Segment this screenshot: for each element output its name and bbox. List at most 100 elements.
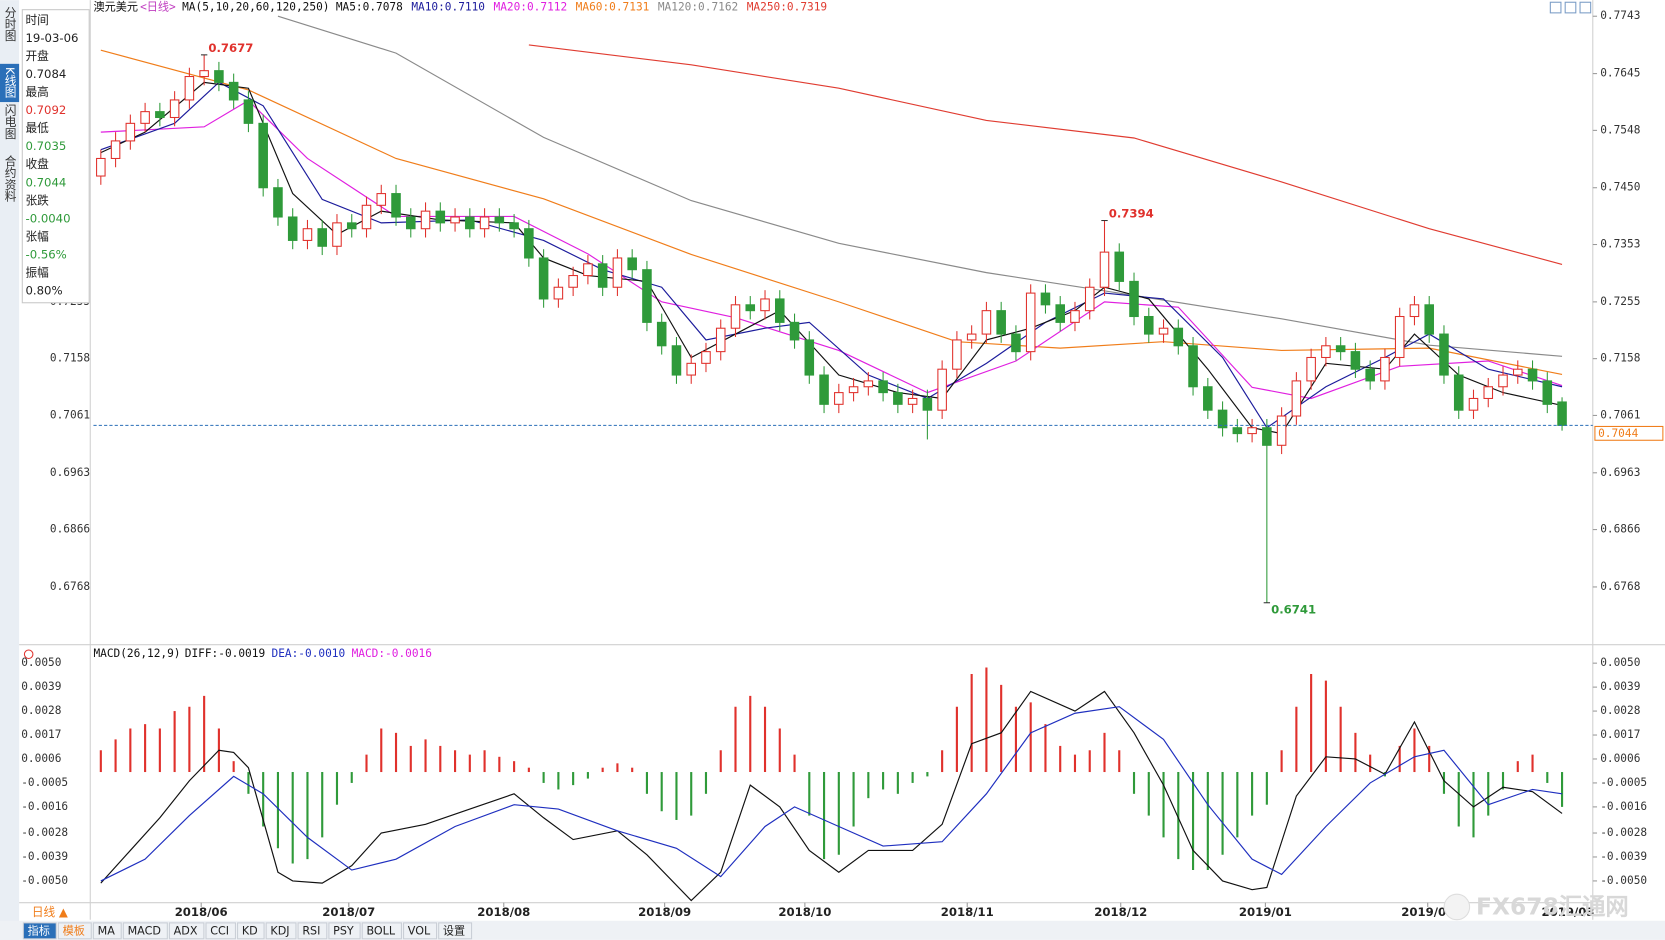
candle-body <box>317 228 328 247</box>
x-tick-label: 2018/12 <box>1094 905 1147 919</box>
candle-body <box>834 392 844 405</box>
candle-body <box>155 111 165 119</box>
tab-bg[interactable] <box>237 922 265 940</box>
y-tick-label: 0.6866 <box>50 523 90 536</box>
overlay: 分时图 K线图 闪电图 合约资料 时间 19-03-06 开盘 0.7084 最… <box>0 1 1629 921</box>
tab-bg[interactable] <box>205 922 236 940</box>
legend-entry: MACD(26,12,9) <box>93 647 180 660</box>
indicator-tab[interactable]: KD <box>242 924 258 937</box>
y-tick-label: 0.7158 <box>1600 352 1640 365</box>
candle-body <box>922 397 933 411</box>
sidebar-tab[interactable]: 闪电图 <box>3 103 17 139</box>
candle-body <box>1203 386 1213 411</box>
indicator-tab[interactable]: KDJ <box>270 924 289 937</box>
indicator-tab[interactable]: MACD <box>128 924 161 937</box>
tab-bg[interactable] <box>22 922 57 940</box>
x-tick-label: 2018/09 <box>638 905 691 919</box>
tab-bg[interactable] <box>122 922 168 940</box>
candle-body <box>583 263 593 277</box>
y-tick-label: 0.0050 <box>21 656 61 669</box>
tab-bg[interactable] <box>297 922 328 940</box>
indicator-tab[interactable]: RSI <box>302 924 320 937</box>
candle-body <box>1498 374 1508 388</box>
y-tick-label: 0.6768 <box>1600 580 1640 593</box>
y-tick-label: 0.0006 <box>21 752 61 765</box>
candle-body <box>1217 409 1228 429</box>
candle-body <box>524 228 534 259</box>
candle-body <box>568 275 578 288</box>
extreme-label: 0.6741 <box>1271 603 1316 617</box>
y-tick-label: 0.7450 <box>1600 181 1640 194</box>
candle-body <box>140 111 150 124</box>
candle-body <box>760 298 770 312</box>
y-tick-label: 0.0050 <box>1600 656 1640 669</box>
candle-body <box>1025 292 1036 353</box>
legend-entry: <日线> <box>140 0 176 14</box>
info-value: 19-03-06 <box>25 31 78 45</box>
legend-entry: MA5:0.7078 <box>336 1 403 14</box>
candle-body <box>406 216 416 230</box>
candle-body <box>258 122 268 189</box>
indicator-tab[interactable]: 指标 <box>28 923 50 937</box>
candle-body <box>1439 333 1449 376</box>
candle-body <box>1070 310 1080 323</box>
tab-bar <box>0 920 1665 940</box>
tab-bg[interactable] <box>361 922 402 940</box>
candle-body <box>1129 280 1139 318</box>
y-tick-label: 0.6768 <box>50 580 90 593</box>
candle-body <box>1483 386 1494 399</box>
y-tick-label: 0.6963 <box>50 466 90 479</box>
info-label: 收盘 <box>25 157 49 171</box>
y-tick-label: -0.0028 <box>1600 826 1647 839</box>
timeframe-button[interactable]: 日线 ▲ <box>32 905 68 919</box>
candle-body <box>479 216 490 230</box>
candle-body <box>996 310 1006 335</box>
sidebar-tab[interactable]: 分时图 <box>3 6 17 42</box>
indicator-tab[interactable]: VOL <box>408 924 431 937</box>
indicator-tab[interactable]: CCI <box>210 924 229 937</box>
candle-body <box>509 222 519 230</box>
window-button[interactable] <box>1564 1 1577 14</box>
y-tick-label: 0.7645 <box>1600 67 1640 80</box>
y-tick-label: 0.7061 <box>50 408 90 421</box>
candle-body <box>199 70 209 78</box>
candle-body <box>848 386 859 394</box>
tab-bg[interactable] <box>403 922 438 940</box>
y-tick-label: -0.0028 <box>21 826 68 839</box>
candle-body <box>1276 415 1287 446</box>
tab-bg[interactable] <box>92 922 122 940</box>
candle-body <box>1468 397 1479 411</box>
candle-body <box>730 304 741 329</box>
y-tick-label: 0.7255 <box>1600 295 1640 308</box>
indicator-tab[interactable]: MA <box>98 924 116 937</box>
sidebar-tab[interactable]: 合约资料 <box>3 154 17 202</box>
tab-bg[interactable] <box>438 922 473 940</box>
info-label: 时间 <box>25 13 48 27</box>
y-tick-label: 0.0039 <box>21 680 61 693</box>
tab-bg[interactable] <box>168 922 205 940</box>
y-tick-label: 0.6963 <box>1600 466 1640 479</box>
x-tick-label: 2018/06 <box>175 905 228 919</box>
tab-bg[interactable] <box>265 922 297 940</box>
indicator-tab[interactable]: BOLL <box>366 924 395 937</box>
candle-body <box>745 304 756 312</box>
info-value: 0.7092 <box>25 103 66 117</box>
candle-body <box>1380 356 1390 382</box>
y-tick-label: 0.0006 <box>1600 752 1640 765</box>
tab-bg[interactable] <box>57 922 92 940</box>
indicator-tab[interactable]: 设置 <box>443 924 465 937</box>
window-button[interactable] <box>1579 1 1592 14</box>
sidebar-tab[interactable]: K线图 <box>3 67 17 99</box>
indicator-tab[interactable]: 模板 <box>63 923 85 937</box>
indicator-tab[interactable]: ADX <box>174 924 198 937</box>
indicator-tab[interactable]: PSY <box>333 924 354 937</box>
y-tick-label: -0.0005 <box>1600 776 1647 789</box>
window-button[interactable] <box>1549 1 1562 14</box>
candle-body <box>981 310 992 335</box>
x-tick-label: 2019/01 <box>1239 905 1292 919</box>
tab-bg[interactable] <box>328 922 361 940</box>
y-tick-label: 0.7353 <box>1600 238 1640 251</box>
settings-icon[interactable] <box>23 649 34 660</box>
candle-body <box>346 222 357 230</box>
